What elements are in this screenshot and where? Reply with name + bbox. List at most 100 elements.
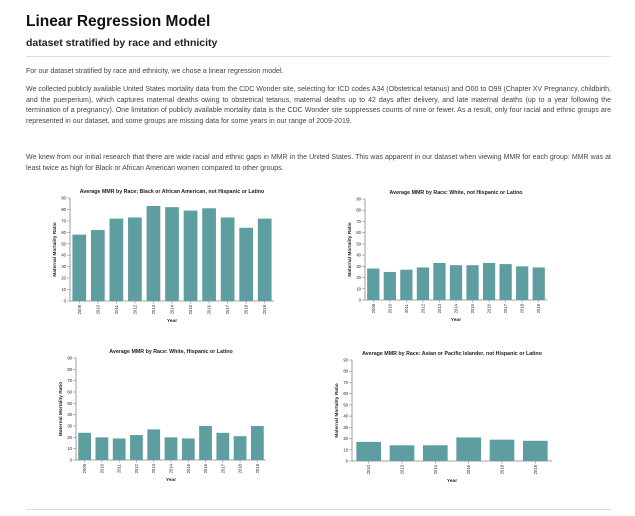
y-tick-label: 70: [343, 380, 348, 385]
y-tick-label: 40: [67, 412, 72, 417]
y-tick-label: 30: [67, 424, 72, 429]
bar-2011: [109, 218, 124, 301]
bar-2017: [220, 217, 235, 301]
x-tick-label: 2017: [225, 304, 230, 314]
bar-2009: [72, 234, 87, 301]
x-tick-label: 2012: [132, 304, 137, 314]
bar-2010: [95, 437, 109, 460]
bar-2013: [389, 445, 415, 461]
bar-2014: [165, 207, 179, 301]
data-collection-paragraph: We collected publicly available United S…: [26, 86, 611, 125]
bar-2016: [482, 262, 496, 300]
chart-black-mmr: Average MMR by Race: Black or African Am…: [52, 189, 274, 324]
y-tick-label: 10: [356, 286, 361, 291]
bar-2014: [164, 437, 178, 460]
x-tick-label: 2012: [134, 463, 139, 473]
chart-title: Average MMR by Race: Asian or Pacific Is…: [362, 351, 543, 357]
y-axis-label: Maternal Mortality Ratio: [58, 382, 64, 436]
y-tick-label: 50: [356, 241, 361, 246]
y-tick-label: 40: [356, 253, 361, 258]
y-tick-label: 60: [61, 230, 66, 235]
y-tick-label: 60: [356, 230, 361, 235]
x-tick-label: 2018: [500, 464, 505, 474]
x-tick-label: 2016: [207, 304, 212, 314]
y-tick-label: 0: [70, 458, 73, 463]
bar-2012: [130, 435, 143, 460]
y-tick-label: 50: [67, 401, 72, 406]
bar-2013: [146, 206, 161, 301]
y-axis-label: Maternal Mortality Ratio: [52, 222, 58, 276]
y-tick-label: 0: [64, 299, 67, 304]
y-tick-label: 60: [67, 390, 72, 395]
bar-2018: [233, 436, 247, 460]
x-tick-label: 2015: [186, 463, 191, 473]
x-tick-label: 2014: [454, 303, 459, 313]
bar-2011: [112, 438, 126, 460]
bar-2016: [456, 437, 481, 461]
bar-2013: [147, 429, 161, 460]
x-tick-label: 2010: [366, 464, 371, 474]
y-tick-label: 90: [343, 358, 348, 363]
page-subtitle: dataset stratified by race and ethnicity: [26, 37, 218, 49]
bar-2019: [257, 218, 272, 301]
x-axis-label: Year: [451, 317, 461, 323]
x-tick-label: 2015: [188, 304, 193, 314]
chart-white-non-hispanic-mmr: Average MMR by Race: White, not Hispanic…: [347, 190, 547, 323]
y-tick-label: 30: [343, 425, 348, 430]
bar-2017: [499, 264, 512, 300]
x-tick-label: 2012: [420, 303, 425, 313]
x-tick-label: 2010: [387, 303, 392, 313]
y-tick-label: 50: [61, 241, 66, 246]
chart-title: Average MMR by Race: White, Hispanic or …: [109, 349, 233, 355]
x-tick-label: 2010: [99, 463, 104, 473]
intro-paragraph: For our dataset stratified by race and e…: [26, 68, 284, 75]
x-tick-label: 2009: [371, 303, 376, 313]
y-tick-label: 80: [61, 207, 66, 212]
bar-2015: [181, 438, 195, 460]
x-tick-label: 2013: [151, 304, 156, 314]
x-tick-label: 2018: [238, 463, 243, 473]
chart-asian-pacific-islander-mmr: Average MMR by Race: Asian or Pacific Is…: [334, 351, 552, 484]
y-tick-label: 30: [61, 264, 66, 269]
x-tick-label: 2009: [82, 463, 87, 473]
x-tick-label: 2014: [433, 464, 438, 474]
y-tick-label: 20: [67, 435, 72, 440]
bar-2015: [466, 265, 479, 300]
bar-2013: [433, 262, 446, 300]
y-tick-label: 80: [343, 369, 348, 374]
bar-2017: [216, 432, 230, 460]
x-axis-label: Year: [167, 318, 177, 324]
bar-2018: [489, 439, 515, 461]
y-tick-label: 0: [359, 298, 362, 303]
y-tick-label: 60: [343, 391, 348, 396]
bar-2009: [367, 268, 380, 300]
x-tick-label: 2011: [117, 463, 122, 473]
y-tick-label: 40: [343, 414, 348, 419]
bar-2010: [356, 441, 381, 461]
x-tick-label: 2017: [503, 303, 508, 313]
y-tick-label: 70: [61, 218, 66, 223]
x-tick-label: 2019: [533, 464, 538, 474]
bar-2015: [183, 210, 198, 301]
x-tick-label: 2013: [437, 303, 442, 313]
x-tick-label: 2014: [170, 304, 175, 314]
y-tick-label: 90: [356, 197, 361, 202]
bar-2019: [532, 267, 545, 300]
findings-paragraph: We knew from our initial research that t…: [26, 154, 611, 172]
x-tick-label: 2016: [487, 303, 492, 313]
x-tick-label: 2010: [95, 304, 100, 314]
bar-2010: [383, 271, 396, 300]
chart-title: Average MMR by Race: Black or African Am…: [80, 189, 265, 195]
x-tick-label: 2019: [255, 463, 260, 473]
header-divider: [26, 56, 611, 57]
y-axis-label: Maternal Mortality Ratio: [334, 383, 340, 437]
y-tick-label: 80: [67, 367, 72, 372]
y-tick-label: 10: [67, 446, 72, 451]
bar-2016: [199, 426, 212, 460]
bar-2010: [90, 230, 105, 301]
y-tick-label: 30: [356, 264, 361, 269]
y-tick-label: 70: [67, 378, 72, 383]
y-tick-label: 50: [343, 402, 348, 407]
page-title: Linear Regression Model: [26, 13, 211, 30]
y-tick-label: 90: [67, 356, 72, 361]
